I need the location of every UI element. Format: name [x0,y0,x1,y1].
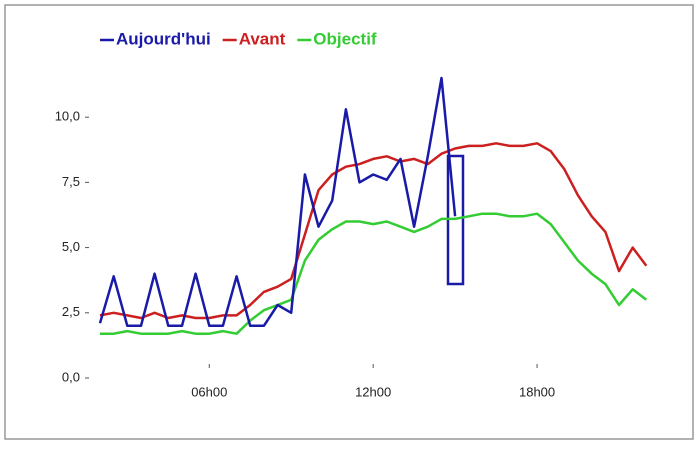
legend-label: Avant [239,29,286,48]
y-tick-label: 10,0 [55,109,80,124]
legend-label: Aujourd'hui [116,29,211,48]
y-tick-label: 2,5 [62,304,80,319]
y-tick-label: 0,0 [62,369,80,384]
series-line [100,212,648,335]
series-line [99,142,648,320]
y-tick-label: 7,5 [62,174,80,189]
y-tick-label: 5,0 [62,239,80,254]
x-tick-label: 18h00 [519,384,555,399]
x-tick-label: 06h00 [191,384,227,399]
legend-label: Objectif [313,29,377,48]
x-tick-label: 12h00 [355,384,391,399]
series-line [98,76,457,328]
